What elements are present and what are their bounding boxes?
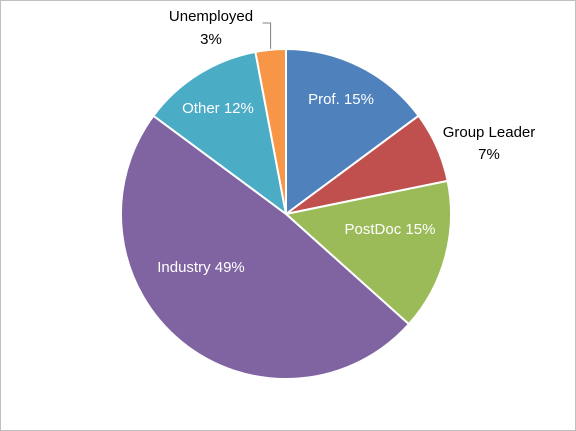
slice-label-other: Other 12% xyxy=(182,100,254,117)
slice-label-group-leader-value: 7% xyxy=(478,146,500,163)
pie-slice-unemployed xyxy=(254,47,287,215)
pie-slice-other xyxy=(152,50,288,217)
slice-label-industry: Industry 49% xyxy=(157,259,245,276)
slice-label-postdoc: PostDoc 15% xyxy=(345,221,436,238)
slice-label-prof: Prof. 15% xyxy=(308,91,374,108)
pie-slice-industry xyxy=(119,114,411,381)
slice-label-group-leader-name: Group Leader xyxy=(443,124,536,141)
pie-slice-postdoc xyxy=(283,179,452,326)
slice-label-unemployed-name: Unemployed xyxy=(169,8,253,25)
leader-line-unemployed xyxy=(262,22,272,49)
slice-label-unemployed-value: 3% xyxy=(200,31,222,48)
pie-slice-prof xyxy=(285,47,420,216)
